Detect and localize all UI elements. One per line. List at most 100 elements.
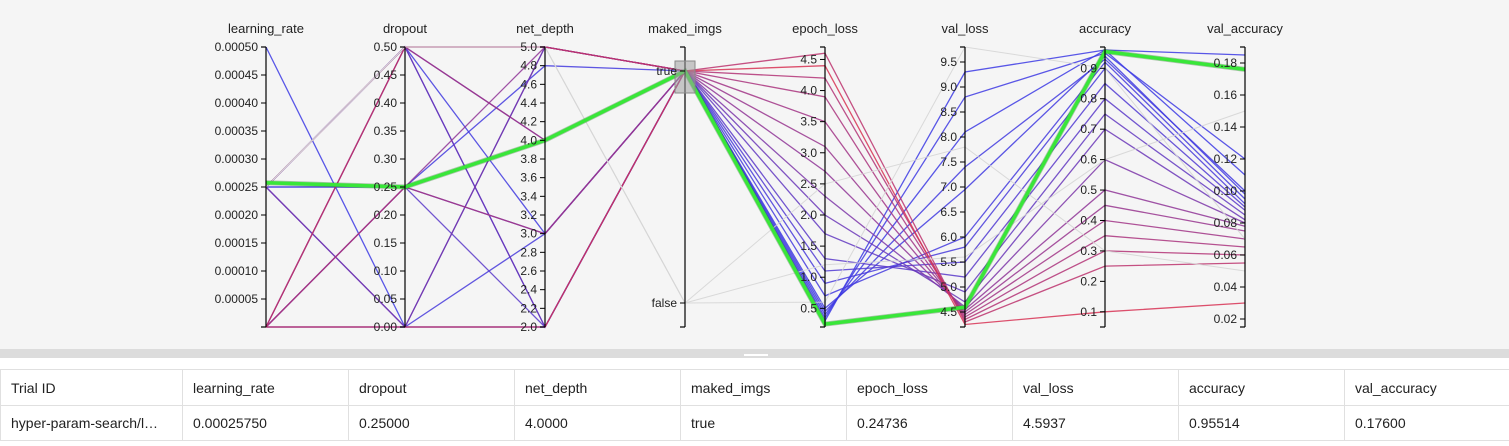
- tick-label: 7.0: [940, 180, 957, 194]
- tick-label: 0.12: [1214, 152, 1238, 166]
- tick-label: 0.1: [1080, 305, 1097, 319]
- trial-line[interactable]: [265, 46, 1246, 304]
- tick-label: 3.4: [520, 189, 537, 203]
- trial-line[interactable]: [265, 46, 1246, 328]
- trial-line[interactable]: [265, 46, 1246, 313]
- tick-label: 0.08: [1214, 216, 1238, 230]
- tick-label: 4.4: [520, 96, 537, 110]
- tick-label: 0.50: [374, 40, 398, 54]
- axis-dropout[interactable]: dropout 0.00 0.05 0.10 0.15 0.20 0.25 0.30 0.35 0…: [374, 21, 428, 334]
- header-dropout[interactable]: dropout: [348, 369, 515, 406]
- header-accuracy[interactable]: accuracy: [1178, 369, 1345, 406]
- trial-line[interactable]: [265, 46, 1246, 329]
- cell-learning-rate: 0.00025750: [182, 405, 349, 441]
- tick-label: 0.00045: [215, 68, 259, 82]
- tick-label: 0.5: [800, 301, 817, 315]
- tick-label: 3.0: [520, 227, 537, 241]
- cell-net-depth: 4.0000: [514, 405, 681, 441]
- splitter-grip-icon[interactable]: [744, 354, 768, 356]
- panel-splitter[interactable]: [0, 349, 1509, 358]
- table-row[interactable]: hyper-param-search/l… 0.00025750 0.25000…: [0, 405, 1509, 441]
- cell-epoch-loss: 0.24736: [846, 405, 1013, 441]
- tick-label: 3.0: [800, 146, 817, 160]
- tick-label: 9.5: [940, 55, 957, 69]
- axis-brush[interactable]: [674, 60, 696, 94]
- trial-line[interactable]: [266, 65, 1246, 328]
- tick-label: 0.02: [1214, 312, 1238, 326]
- trial-line[interactable]: [265, 46, 1246, 328]
- tick-label: 0.20: [374, 208, 398, 222]
- tick-label: 0.45: [374, 68, 398, 82]
- cell-val-accuracy: 0.17600: [1344, 405, 1509, 441]
- header-val-accuracy[interactable]: val_accuracy: [1344, 369, 1509, 406]
- tick-label: 8.0: [940, 130, 957, 144]
- trial-line[interactable]: [265, 46, 1246, 304]
- axis-title: maked_imgs: [648, 21, 722, 36]
- tick-label: 0.9: [1080, 61, 1097, 75]
- tick-label: 0.00035: [215, 124, 259, 138]
- tick-label: 0.06: [1214, 248, 1238, 262]
- tick-label: 3.8: [520, 152, 537, 166]
- tick-label: 3.5: [800, 115, 817, 129]
- tick-label: 6.0: [940, 230, 957, 244]
- tick-label: 4.0: [800, 84, 817, 98]
- tick-label: 0.2: [1080, 274, 1097, 288]
- tick-label: 5.0: [940, 280, 957, 294]
- tick-label: 0.25: [374, 180, 398, 194]
- axis-title: accuracy: [1079, 21, 1132, 36]
- tick-label: 2.6: [520, 264, 537, 278]
- header-epoch-loss[interactable]: epoch_loss: [846, 369, 1013, 406]
- tick-label: 0.18: [1214, 56, 1238, 70]
- tick-label: 0.30: [374, 152, 398, 166]
- axis-net-depth[interactable]: net_depth 2.0 2.2 2.4 2.6 2.8 3.0 3.2 3.4 3.6 3.8 4…: [516, 21, 574, 334]
- tick-label: 0.15: [374, 236, 398, 250]
- axis-val-accuracy[interactable]: val_accuracy 0.02 0.04 0.06 0.08 0.10 0.12 0.14…: [1207, 21, 1283, 328]
- tick-label: 5.5: [940, 255, 957, 269]
- tick-label: 0.10: [374, 264, 398, 278]
- tick-label: 0.00050: [215, 40, 259, 54]
- tick-label: 2.8: [520, 245, 537, 259]
- trial-line[interactable]: [265, 69, 1246, 329]
- tick-label: 0.3: [1080, 244, 1097, 258]
- tick-label: 0.05: [374, 292, 398, 306]
- trial-line[interactable]: [265, 45, 1246, 329]
- tick-label: 2.2: [520, 301, 537, 315]
- tick-label: 0.00025: [215, 180, 259, 194]
- tick-label: 0.14: [1214, 120, 1238, 134]
- axis-learning-rate[interactable]: learning_rate 0.00005 0.00010 0.00015 0.0002…: [215, 21, 304, 328]
- axis-val-loss[interactable]: val_loss 4.5 5.0 5.5 6.0 6.5 7.0 7.5 8.0 8.5 9.0 9.…: [940, 21, 989, 328]
- tick-label: 3.2: [520, 208, 537, 222]
- trial-line[interactable]: [266, 67, 1246, 328]
- tick-label: 0.4: [1080, 213, 1097, 227]
- tick-label: 0.5: [1080, 183, 1097, 197]
- header-val-loss[interactable]: val_loss: [1012, 369, 1179, 406]
- header-learning-rate[interactable]: learning_rate: [182, 369, 349, 406]
- tick-label: 4.5: [940, 305, 957, 319]
- tick-label: 4.8: [520, 59, 537, 73]
- tick-label: false: [652, 296, 678, 310]
- tick-label: 2.5: [800, 177, 817, 191]
- axis-title: dropout: [383, 21, 427, 36]
- header-net-depth[interactable]: net_depth: [514, 369, 681, 406]
- tick-label: 2.4: [520, 283, 537, 297]
- header-maked-imgs[interactable]: maked_imgs: [680, 369, 847, 406]
- highlighted-trial-line[interactable]: [265, 49, 1246, 326]
- axis-epoch-loss[interactable]: epoch_loss 0.5 1.0 1.5 2.0 2.5 3.0 3.5 4.0 4.5: [792, 21, 858, 328]
- trial-line[interactable]: [265, 70, 1246, 328]
- tick-label: 2.0: [520, 320, 537, 334]
- tick-label: 0.00005: [215, 292, 259, 306]
- axis-accuracy[interactable]: accuracy 0.1 0.2 0.3 0.4 0.5 0.6 0.7 0.8 0.9: [1079, 21, 1132, 328]
- tick-label: 7.5: [940, 155, 957, 169]
- trial-line[interactable]: [265, 46, 1246, 304]
- tick-label: 0.40: [374, 96, 398, 110]
- cell-trial-id: hyper-param-search/l…: [0, 405, 183, 441]
- tick-label: 4.0: [520, 133, 537, 147]
- tick-label: 0.7: [1080, 122, 1097, 136]
- trial-lines: [265, 45, 1246, 329]
- cell-dropout: 0.25000: [348, 405, 515, 441]
- tick-label: 0.00020: [215, 208, 259, 222]
- parallel-coordinates-chart[interactable]: learning_rate 0.00005 0.00010 0.00015 0.0002…: [0, 0, 1509, 349]
- header-trial-id[interactable]: Trial ID: [0, 369, 183, 406]
- tick-label: 4.6: [520, 77, 537, 91]
